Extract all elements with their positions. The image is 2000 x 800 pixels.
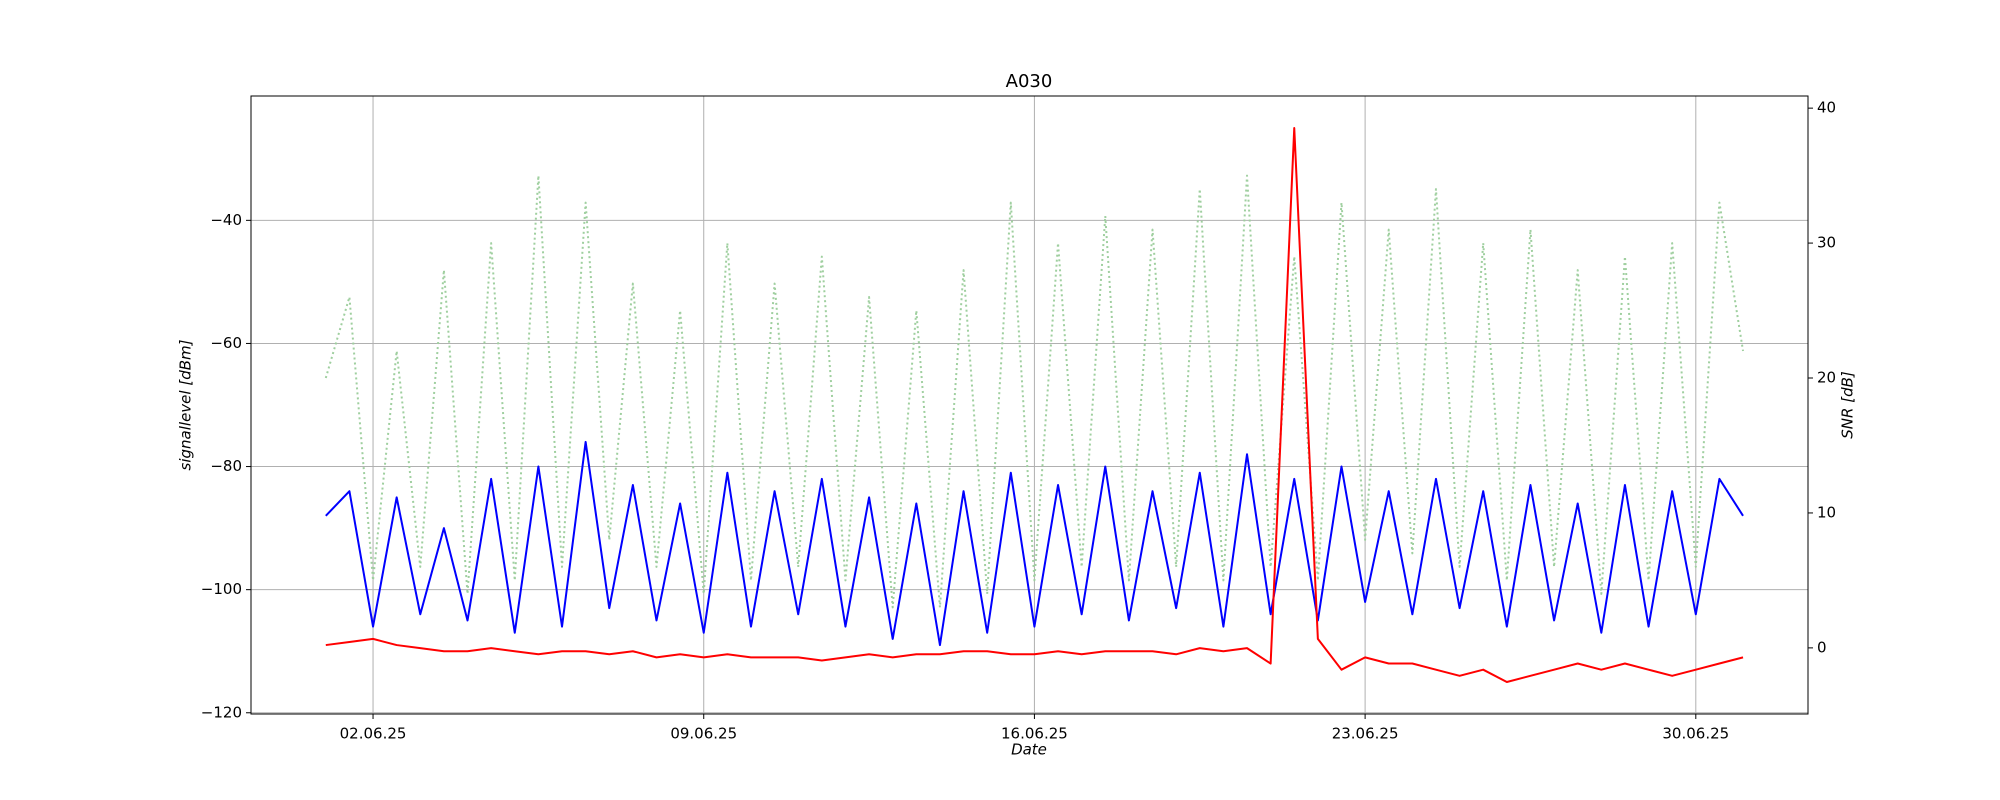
y2-tick-label: 40 xyxy=(1817,99,1836,117)
y2-tick-label: 10 xyxy=(1817,503,1836,521)
series-line xyxy=(325,127,1744,683)
x-tick-label: 16.06.25 xyxy=(1001,725,1068,743)
x-tick-label: 09.06.25 xyxy=(670,725,737,743)
y-tick-label: −40 xyxy=(210,211,242,229)
y-tick-label: −60 xyxy=(210,334,242,352)
plot-frame xyxy=(250,95,1809,715)
series-line xyxy=(325,440,1744,647)
x-tick-label: 02.06.25 xyxy=(340,725,407,743)
y-tick-label: −100 xyxy=(201,580,242,598)
x-axis-label: Date xyxy=(1011,741,1047,759)
y2-tick-label: 0 xyxy=(1817,638,1827,656)
x-tick-label: 23.06.25 xyxy=(1332,725,1399,743)
y-axis-label: signallevel [dBm] xyxy=(177,339,195,470)
y-tick-label: −120 xyxy=(201,703,242,721)
y2-axis-label: SNR [dB] xyxy=(1839,371,1857,439)
chart-title: A030 xyxy=(1006,71,1053,92)
y2-tick-label: 20 xyxy=(1817,369,1836,387)
x-tick-label: 30.06.25 xyxy=(1662,725,1729,743)
series-line xyxy=(324,174,1745,609)
y2-tick-label: 30 xyxy=(1817,234,1836,252)
y-tick-label: −80 xyxy=(210,457,242,475)
